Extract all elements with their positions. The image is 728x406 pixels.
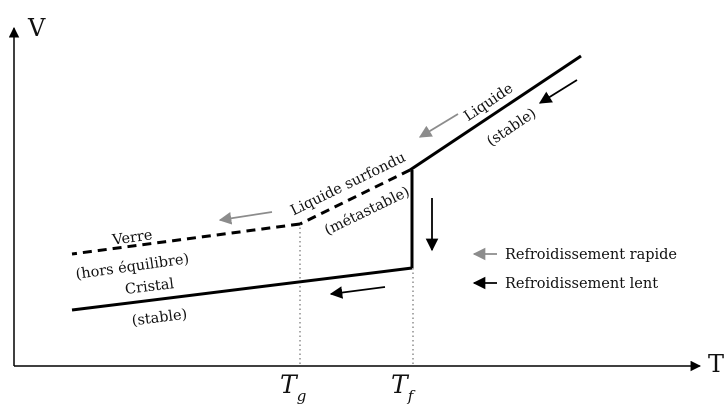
fast-cooling-arrow-liquid bbox=[418, 113, 459, 138]
legend-fast-label: Refroidissement rapide bbox=[505, 247, 677, 263]
label-verre: Verre bbox=[110, 227, 153, 249]
x-axis-label: T bbox=[708, 350, 724, 378]
glass-line bbox=[71, 222, 301, 256]
label-cristal: Cristal bbox=[124, 276, 175, 298]
legend: Refroidissement rapide Refroidissement l… bbox=[472, 247, 677, 292]
slow-cooling-arrow-liquid bbox=[538, 79, 578, 104]
fast-cooling-arrow-glass bbox=[218, 211, 273, 225]
supercooled-liquid-line bbox=[299, 168, 411, 226]
label-liquide-state: (stable) bbox=[484, 105, 539, 149]
crystal-line bbox=[71, 266, 413, 312]
tick-label-tg: Tg bbox=[280, 370, 306, 405]
y-axis-label: V bbox=[27, 14, 46, 42]
liquid-line bbox=[409, 54, 582, 172]
legend-slow-label: Refroidissement lent bbox=[505, 276, 658, 292]
tick-label-tf: Tf bbox=[391, 370, 416, 405]
label-cristal-state: (stable) bbox=[131, 307, 188, 330]
slow-cooling-arrow-crystal bbox=[329, 286, 386, 299]
